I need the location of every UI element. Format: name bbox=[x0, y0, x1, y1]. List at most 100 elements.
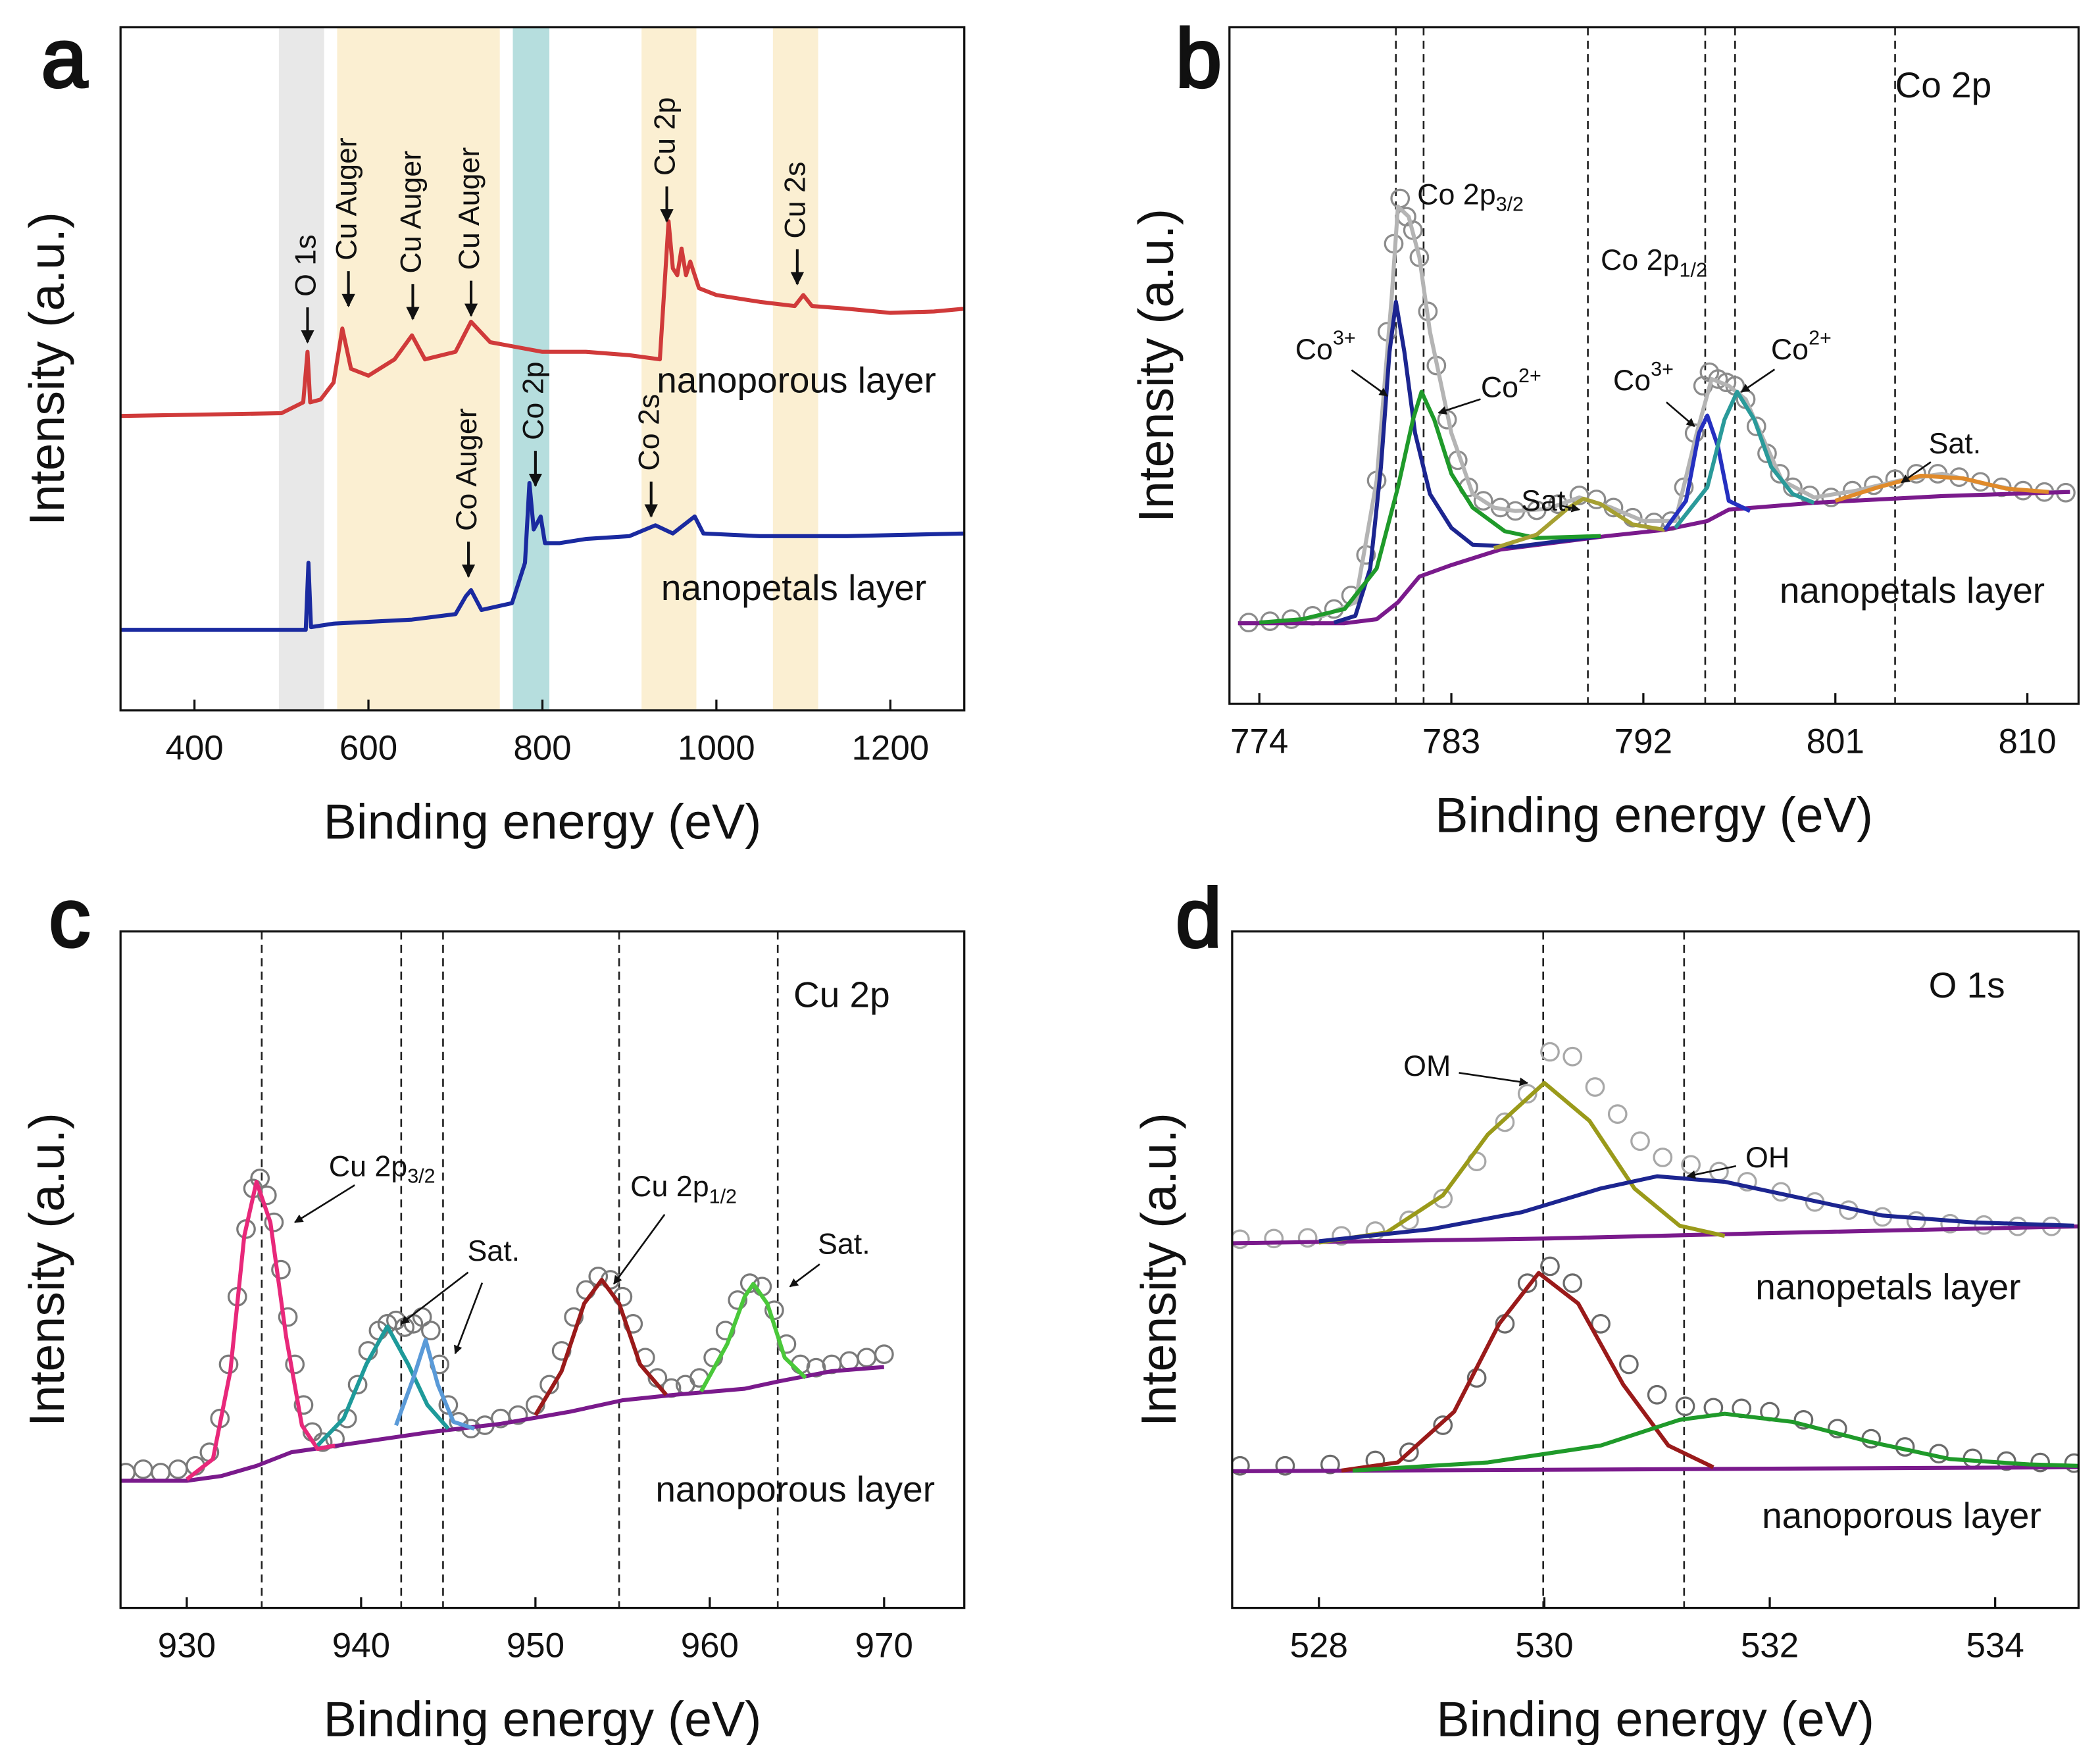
data-point bbox=[1770, 464, 1790, 484]
annotation-text: nanoporous layer bbox=[1762, 1494, 2041, 1535]
annotation-subscript: 3/2 bbox=[1496, 193, 1524, 216]
annotation-text: Co bbox=[1613, 364, 1651, 397]
panel: 930 940 950 960 970 Binding energy (eV) Intens… bbox=[19, 871, 966, 1745]
data-point bbox=[168, 1459, 188, 1479]
x-tick-label: 783 bbox=[1422, 722, 1480, 761]
panel-label: d bbox=[1176, 872, 1222, 965]
data-point bbox=[1647, 1384, 1667, 1405]
annotation: Co2+ bbox=[1481, 365, 1541, 403]
annotation: O 1s bbox=[1929, 964, 2005, 1005]
x-tick-label: 810 bbox=[1998, 722, 2056, 761]
data-point bbox=[776, 1334, 797, 1354]
x-axis-label: Binding energy (eV) bbox=[1436, 1692, 1874, 1745]
x-tick-label: 774 bbox=[1230, 722, 1288, 761]
data-point bbox=[1399, 1442, 1419, 1463]
x-axis-label: Binding energy (eV) bbox=[324, 794, 762, 849]
data-point bbox=[1562, 1273, 1583, 1294]
data-point bbox=[1473, 491, 1493, 511]
annotation-text: Sat. bbox=[818, 1227, 870, 1260]
data-point bbox=[1906, 1211, 1926, 1231]
annotation: Sat. bbox=[1521, 484, 1574, 517]
x-tick-label: 532 bbox=[1741, 1627, 1799, 1665]
data-point bbox=[508, 1405, 528, 1425]
data-point bbox=[1320, 1454, 1340, 1475]
data-point bbox=[264, 1212, 284, 1232]
annotation-text: nanopetals layer bbox=[1755, 1266, 2020, 1307]
data-point bbox=[1675, 1396, 1695, 1417]
annotation: O 1s bbox=[289, 234, 322, 297]
annotation-arrow bbox=[1901, 461, 1932, 484]
data-point bbox=[1562, 1046, 1583, 1067]
annotation-arrow bbox=[1666, 401, 1695, 428]
annotation-text: Co bbox=[1771, 333, 1809, 366]
annotation: nanopetals layer bbox=[661, 567, 926, 607]
band bbox=[337, 27, 500, 711]
annotation-arrow bbox=[1686, 1165, 1737, 1179]
annotation-text: nanoporous layer bbox=[657, 359, 936, 400]
fit-line bbox=[120, 219, 964, 418]
annotation-arrow bbox=[1351, 369, 1388, 397]
x-tick-label: 801 bbox=[1807, 722, 1864, 761]
data-point bbox=[1264, 1228, 1284, 1249]
panel-label: a bbox=[41, 12, 88, 105]
panel: 774 783 792 801 810 Binding energy (eV) Intens… bbox=[1128, 11, 2080, 842]
annotation-text: OM bbox=[1403, 1050, 1451, 1082]
x-tick-label: 1200 bbox=[851, 729, 929, 768]
plot-frame bbox=[1231, 930, 2080, 1609]
panel-label: c bbox=[49, 872, 90, 965]
x-tick-label: 528 bbox=[1290, 1627, 1348, 1665]
data-point bbox=[564, 1307, 584, 1327]
data-point bbox=[151, 1463, 171, 1482]
data-point bbox=[1540, 1256, 1560, 1277]
annotation-arrow bbox=[1740, 368, 1776, 393]
x-tick-label: 400 bbox=[165, 729, 223, 768]
panel-label: b bbox=[1176, 12, 1222, 105]
annotation-superscript: 3+ bbox=[1651, 358, 1674, 380]
y-axis-label: Intensity (a.u.) bbox=[1128, 209, 1184, 522]
annotation: Co Auger bbox=[450, 408, 483, 531]
data-point bbox=[293, 1395, 314, 1415]
x-tick-label: 930 bbox=[158, 1627, 216, 1665]
annotation: Co 2p1/2 bbox=[1601, 243, 1707, 281]
annotation-subscript: 3/2 bbox=[407, 1165, 435, 1188]
data-point bbox=[347, 1375, 368, 1395]
plot-area bbox=[120, 1168, 894, 1483]
data-point bbox=[857, 1348, 877, 1368]
x-tick-label: 950 bbox=[507, 1627, 564, 1665]
fit-line bbox=[1834, 473, 2049, 503]
fit-line bbox=[1232, 1224, 2079, 1246]
data-point bbox=[1746, 417, 1766, 436]
plot-frame bbox=[1228, 26, 2080, 705]
data-point bbox=[1517, 1273, 1538, 1294]
annotation: Co2+ bbox=[1771, 327, 1832, 366]
data-point bbox=[1607, 1104, 1628, 1125]
data-point bbox=[839, 1351, 859, 1371]
annotation-text: nanopetals layer bbox=[1780, 569, 2045, 610]
fit-line bbox=[1493, 496, 1665, 551]
data-point bbox=[2030, 1452, 2051, 1473]
annotation: Cu Auger bbox=[330, 138, 362, 261]
data-point bbox=[1619, 1354, 1639, 1375]
x-tick-label: 792 bbox=[1614, 722, 1672, 761]
data-point bbox=[1591, 1313, 1611, 1334]
x-tick-label: 800 bbox=[513, 729, 571, 768]
annotation-text: Co 2p bbox=[1895, 64, 1992, 105]
annotation: Sat. bbox=[818, 1227, 870, 1260]
annotation-arrow bbox=[1438, 398, 1481, 415]
annotation: Cu Auger bbox=[394, 151, 427, 274]
data-point bbox=[1433, 1415, 1453, 1435]
fit-line bbox=[699, 1282, 807, 1393]
data-point bbox=[1232, 1229, 1250, 1250]
annotation-text: nanoporous layer bbox=[655, 1468, 935, 1509]
data-point bbox=[1974, 1215, 1994, 1235]
fit-line bbox=[394, 1338, 475, 1431]
data-point bbox=[1630, 1131, 1650, 1151]
data-point bbox=[2064, 1453, 2079, 1473]
annotation: Co 2p bbox=[517, 361, 550, 440]
y-axis-label: Intensity (a.u.) bbox=[19, 1113, 74, 1427]
data-point bbox=[1495, 1112, 1515, 1132]
data-point bbox=[1737, 1172, 1757, 1192]
fit-line bbox=[1352, 1411, 2079, 1473]
annotation: nanoporous layer bbox=[1762, 1494, 2041, 1535]
